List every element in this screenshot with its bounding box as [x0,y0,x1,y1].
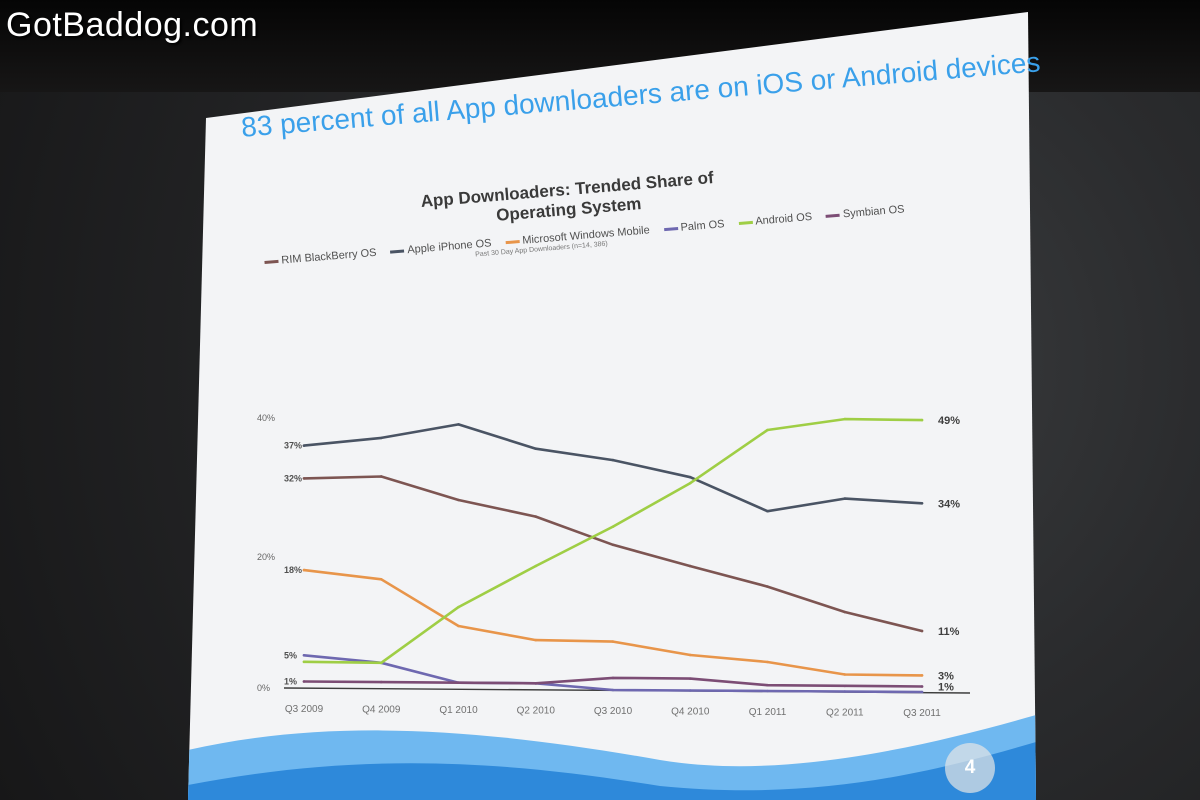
legend-swatch [825,213,841,218]
data-point [920,418,924,422]
slide-blue-wave-dark [188,742,1036,800]
data-point [457,498,460,502]
slide-screen [188,12,1036,800]
data-point [843,684,847,688]
data-point [611,543,615,547]
x-tick-label: Q3 2011 [903,708,941,719]
y-tick-label: 20% [257,552,275,562]
data-point [611,688,615,692]
series-end-label: 3% [938,670,954,682]
data-point [920,685,924,688]
data-point [688,481,692,485]
data-point [302,568,306,572]
data-point [457,681,460,684]
data-point [457,605,460,609]
data-point [457,624,460,628]
slide-page-number: 4 [945,743,995,793]
series-start-label: 32% [284,473,302,483]
data-point [611,640,615,643]
data-point [920,502,924,505]
legend-swatch [390,248,405,254]
data-point [534,682,538,685]
data-point [302,653,306,657]
data-point [457,423,460,426]
series-start-label: 37% [284,441,302,451]
series-start-label: 18% [284,565,302,575]
data-point [920,674,924,677]
data-point [766,689,769,693]
data-point [920,690,924,694]
data-point [766,683,769,687]
data-point [688,689,692,692]
data-point [843,690,847,693]
series-end-label: 1% [938,681,954,693]
x-tick-label: Q1 2010 [439,705,478,716]
data-point [611,525,615,528]
data-point [843,417,847,421]
data-point [302,477,306,480]
data-point [534,638,538,642]
x-tick-label: Q2 2010 [517,706,556,717]
data-point [379,436,383,440]
data-point [302,660,306,664]
data-point [688,475,692,479]
series-end-label: 11% [938,626,960,638]
data-point [379,475,383,478]
x-tick-label: Q4 2009 [362,705,401,716]
data-point [611,458,615,462]
y-tick-label: 40% [257,413,275,423]
legend-swatch [663,226,678,231]
data-point [534,564,538,568]
y-tick-label: 0% [257,683,270,693]
data-point [766,660,769,664]
x-tick-label: Q3 2009 [285,704,324,715]
data-point [688,677,692,680]
data-point [843,610,847,614]
data-point [766,428,769,432]
series-end-label: 34% [938,498,960,510]
data-point [688,653,692,657]
watermark: GotBaddog.com [6,6,259,44]
data-point [766,509,769,513]
data-point [843,497,847,500]
series-start-label: 5% [284,650,297,660]
legend-swatch [264,259,279,264]
chart-plot: 0% 20% 40% Q3 2009 Q4 2009 Q1 2010 Q2 2010 Q3 2… [257,413,971,719]
data-point [688,564,692,568]
data-point [379,661,383,665]
x-tick-label: Q3 2010 [594,706,633,717]
data-point [843,673,847,676]
data-point [302,444,306,447]
x-tick-label: Q4 2010 [671,707,710,718]
series-start-label: 1% [284,676,297,686]
legend-swatch [738,220,753,225]
data-point [534,447,538,450]
data-point [379,577,383,581]
series-end-label: 49% [938,415,960,427]
data-point [920,629,924,633]
data-point [302,680,306,683]
data-point [766,585,769,588]
legend-swatch [505,239,520,244]
data-point [534,515,538,518]
x-tick-label: Q1 2011 [749,707,787,718]
data-point [611,676,615,680]
x-tick-label: Q2 2011 [826,708,864,719]
data-point [379,680,383,684]
